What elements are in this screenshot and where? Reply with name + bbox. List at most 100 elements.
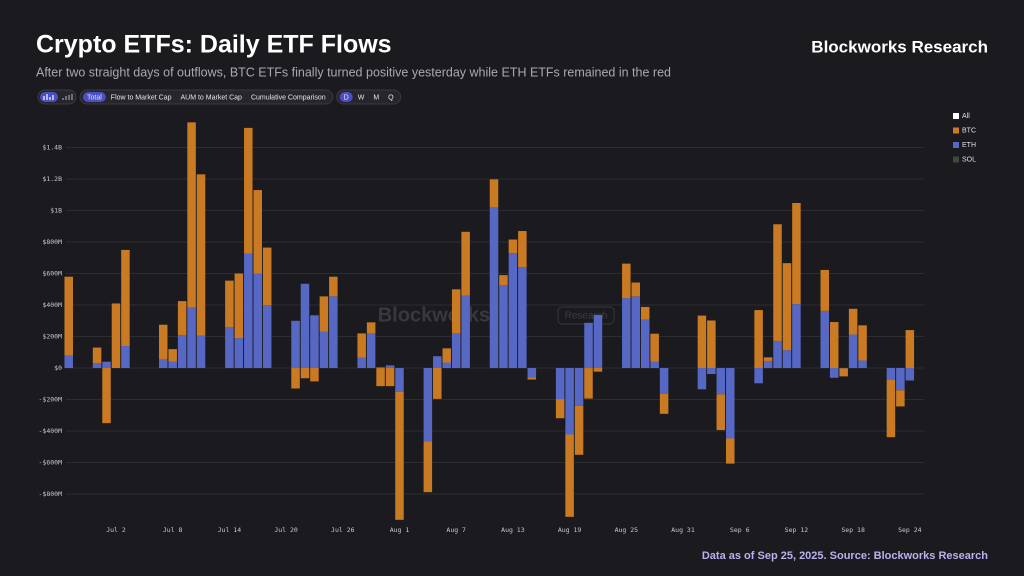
bar-segment bbox=[508, 239, 518, 254]
bar-segment bbox=[858, 325, 867, 361]
bar-segment bbox=[366, 333, 376, 369]
y-tick-label: -$600M bbox=[39, 459, 63, 467]
bar-segment bbox=[433, 368, 442, 399]
bar-segment bbox=[773, 340, 782, 369]
y-tick-label: $1B bbox=[50, 207, 62, 215]
bar-segment bbox=[763, 360, 773, 369]
view-selector[interactable]: Total Flow to Market Cap AUM to Market Cap… bbox=[79, 89, 334, 105]
bar-segment bbox=[385, 365, 395, 369]
brand: Blockworks Research bbox=[811, 37, 988, 56]
bar-segment bbox=[168, 349, 177, 362]
x-tick-label: Aug 31 bbox=[671, 526, 695, 534]
bar-icon bbox=[62, 94, 73, 100]
bar-segment bbox=[357, 357, 366, 369]
bar-segment bbox=[574, 405, 584, 455]
bar-segment bbox=[905, 368, 915, 381]
bar-segment bbox=[555, 368, 565, 400]
y-tick-label: -$400M bbox=[39, 427, 63, 435]
bar-segment bbox=[310, 368, 319, 382]
legend-item[interactable]: ETH bbox=[953, 142, 976, 149]
bar-segment bbox=[329, 296, 338, 369]
bar-segment bbox=[593, 368, 603, 372]
bar-segment bbox=[707, 320, 716, 369]
bar-segment bbox=[262, 305, 272, 369]
bar-segment bbox=[499, 275, 508, 286]
bar-segment bbox=[64, 355, 73, 369]
bar-segment bbox=[499, 285, 508, 369]
control-option[interactable]: Total bbox=[87, 94, 102, 101]
bar-segment bbox=[622, 298, 631, 369]
legend-label: All bbox=[962, 113, 970, 120]
bar-segment bbox=[357, 333, 366, 358]
legend-swatch bbox=[953, 113, 959, 119]
bar-segment bbox=[177, 334, 187, 369]
control-option[interactable]: AUM to Market Cap bbox=[180, 94, 242, 101]
bar-segment bbox=[121, 345, 130, 369]
bar-segment bbox=[527, 368, 537, 378]
control-option[interactable]: Flow to Market Cap bbox=[111, 94, 172, 101]
bar-segment bbox=[385, 368, 395, 387]
bar-segment bbox=[376, 367, 385, 369]
x-tick-label: Jul 2 bbox=[106, 526, 126, 534]
bar-segment bbox=[177, 301, 187, 335]
bar-segment bbox=[366, 322, 376, 334]
bar-segment bbox=[102, 368, 111, 424]
bar-segment bbox=[300, 283, 310, 369]
bar-segment bbox=[726, 368, 735, 439]
bar-segment bbox=[262, 247, 272, 306]
bar-segment bbox=[754, 310, 763, 369]
watermark: Blockworks bbox=[378, 304, 490, 326]
bar-segment bbox=[574, 368, 584, 406]
x-tick-label: Sep 12 bbox=[785, 526, 809, 534]
x-tick-label: Aug 13 bbox=[501, 526, 525, 534]
control-option[interactable]: Q bbox=[388, 94, 394, 101]
bar-segment bbox=[376, 368, 385, 387]
bar-segment bbox=[905, 330, 915, 369]
toggle-active bbox=[40, 92, 58, 102]
bar-segment bbox=[423, 441, 433, 493]
bar-segment bbox=[329, 276, 338, 297]
bar-segment bbox=[187, 122, 196, 308]
bar-segment bbox=[518, 231, 527, 268]
control-option[interactable]: W bbox=[358, 94, 365, 101]
control-option[interactable]: D bbox=[344, 94, 349, 101]
chart-type-toggle[interactable] bbox=[37, 89, 77, 105]
bar-segment bbox=[234, 273, 244, 339]
bar-segment bbox=[395, 368, 404, 392]
bar-segment bbox=[584, 368, 593, 399]
legend-item[interactable]: SOL bbox=[953, 156, 976, 163]
bar-segment bbox=[659, 394, 669, 414]
bar-segment bbox=[697, 315, 707, 369]
y-tick-label: -$800M bbox=[39, 490, 63, 498]
x-tick-label: Aug 1 bbox=[390, 526, 410, 534]
bar-segment bbox=[820, 310, 830, 369]
legend-swatch bbox=[953, 142, 959, 148]
y-tick-label: $1.2B bbox=[42, 175, 62, 183]
x-tick-label: Jul 20 bbox=[274, 526, 298, 534]
bar-segment bbox=[291, 368, 300, 389]
x-tick-label: Jul 14 bbox=[218, 526, 242, 534]
bar-icon bbox=[43, 94, 54, 100]
bar-segment bbox=[640, 319, 650, 369]
bar-segment bbox=[697, 368, 707, 390]
bar-segment bbox=[763, 357, 773, 361]
bar-segment bbox=[310, 315, 319, 369]
control-option[interactable]: Cumulative Comparison bbox=[251, 94, 326, 101]
bar-segment bbox=[848, 308, 858, 335]
legend-label: SOL bbox=[962, 156, 976, 163]
control-pill bbox=[79, 89, 334, 105]
bar-segment bbox=[782, 263, 792, 351]
legend-item[interactable]: BTC bbox=[953, 127, 976, 134]
bar-segment bbox=[565, 368, 574, 435]
bar-segment bbox=[461, 231, 470, 296]
legend-item[interactable]: All bbox=[953, 113, 970, 120]
bar-segment bbox=[168, 361, 177, 369]
bar-segment bbox=[300, 368, 310, 379]
control-option[interactable]: M bbox=[373, 94, 379, 101]
subtitle: After two straight days of outflows, BTC… bbox=[36, 65, 671, 79]
bar-segment bbox=[253, 190, 262, 274]
bar-segment bbox=[622, 263, 631, 299]
bar-segment bbox=[102, 361, 111, 369]
